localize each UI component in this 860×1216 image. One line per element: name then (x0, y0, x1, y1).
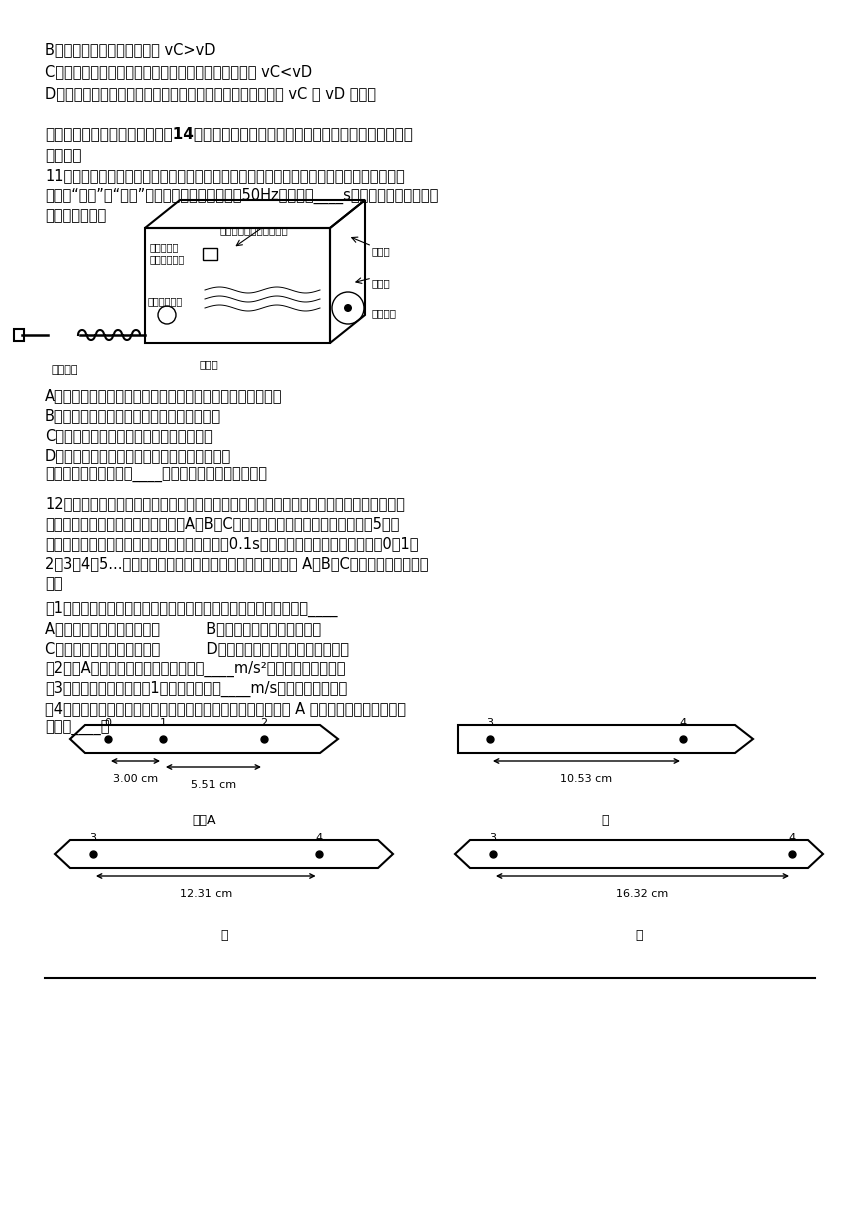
Text: 3.00 cm: 3.00 cm (113, 775, 158, 784)
Text: 取一个计数点，即相邻两计数点间的时间间隔为0.1s，将每条纸带上的计数点都记为0、1、: 取一个计数点，即相邻两计数点间的时间间隔为0.1s，将每条纸带上的计数点都记为0… (45, 536, 419, 551)
Text: 2、3、4、5...，如图甲、乙、丙所示的三段纸带，分别是从 A、B、C三条不同纸带上撞下: 2、3、4、5...，如图甲、乙、丙所示的三段纸带，分别是从 A、B、C三条不同… (45, 556, 428, 572)
Text: A．先接通电源，后释放纸带          B．先释放纸带，后接通电源: A．先接通电源，后释放纸带 B．先释放纸带，后接通电源 (45, 621, 321, 636)
Text: 4: 4 (315, 833, 322, 843)
Text: 3: 3 (487, 717, 494, 728)
Text: 乙: 乙 (220, 929, 228, 942)
Text: 算过程）: 算过程） (45, 148, 82, 163)
Text: （4）甲组成员要求乙组成员在甲、乙、丙三段纸带中，选出从 A 纸带撞下的一段．乙组成: （4）甲组成员要求乙组成员在甲、乙、丙三段纸带中，选出从 A 纸带撞下的一段．乙… (45, 700, 406, 716)
Text: 电源插头: 电源插头 (52, 365, 78, 375)
Text: C．将纸带从墨粉纸盘下面穿过打点计时器: C．将纸带从墨粉纸盘下面穿过打点计时器 (45, 428, 212, 443)
Text: 基本步骤如下：: 基本步骤如下： (45, 208, 107, 223)
Text: 究匀变速直线运动．甲组做完后选取A、B、C三条较为理想的纸带，并在纸带上每5个点: 究匀变速直线运动．甲组做完后选取A、B、C三条较为理想的纸带，并在纸带上每5个点 (45, 516, 399, 531)
Bar (203, 248, 217, 260)
Text: 12.31 cm: 12.31 cm (180, 889, 232, 899)
Text: 3: 3 (489, 833, 496, 843)
Text: 二、实验题（本题共两小题，入14分，把答案填在答题卡中的相应位置上，不要求写出演: 二、实验题（本题共两小题，入14分，把答案填在答题卡中的相应位置上，不要求写出演 (45, 126, 413, 141)
Text: 正脉冲输出: 正脉冲输出 (150, 242, 180, 252)
Text: C．释放纸带的同时接通电源          D．先接通电源或先释放纸带都可以: C．释放纸带的同时接通电源 D．先接通电源或先释放纸带都可以 (45, 641, 349, 655)
Text: 甲: 甲 (602, 814, 609, 827)
Text: 插座（红色）: 插座（红色） (150, 254, 185, 264)
Text: （2）打A纸带时，纸带的加速度大小是____m/s²（保留两位小数）；: （2）打A纸带时，纸带的加速度大小是____m/s²（保留两位小数）； (45, 662, 346, 677)
Text: 上述步骤正确的顺序是____．（按顺序填写步骤编号）: 上述步骤正确的顺序是____．（按顺序填写步骤编号） (45, 468, 267, 483)
Text: 10.53 cm: 10.53 cm (561, 775, 612, 784)
Text: 脉冲输出开关: 脉冲输出开关 (148, 295, 183, 306)
Text: B．将电火花计时器插头插入相应的电源插座: B．将电火花计时器插头插入相应的电源插座 (45, 409, 221, 423)
Text: D．接通开关，听到放电声，立即拖动纸带运动: D．接通开关，听到放电声，立即拖动纸带运动 (45, 447, 231, 463)
Text: 纸盘轴: 纸盘轴 (200, 359, 218, 368)
Text: C．不论物体做匀加速运动，还是做匀减速运动，都有 vC<vD: C．不论物体做匀加速运动，还是做匀减速运动，都有 vC<vD (45, 64, 312, 79)
Text: 的．: 的． (45, 576, 63, 591)
Text: 0: 0 (105, 717, 112, 728)
Text: 员应选____；: 员应选____； (45, 721, 109, 736)
Text: A．当纸带完全通过电火花计时器后，及时关闭电火花计时器: A．当纸带完全通过电火花计时器后，及时关闭电火花计时器 (45, 388, 282, 402)
Text: 负脉冲输出插座（黑色）: 负脉冲输出插座（黑色） (220, 225, 289, 235)
Text: 12．蒏春英才高中课外兴趣小组成员，分甲、乙两组，用打点计时器在不同拉力作用下，探: 12．蒏春英才高中课外兴趣小组成员，分甲、乙两组，用打点计时器在不同拉力作用下，… (45, 496, 405, 511)
Text: 1: 1 (159, 717, 167, 728)
Text: B．若物体做匀减速运动，则 vC>vD: B．若物体做匀减速运动，则 vC>vD (45, 43, 216, 57)
Text: 4: 4 (789, 833, 796, 843)
Text: 11．如图所示是电火花计时器的示意图．电火花计时器和电磁打点计时器一样，工作时使用: 11．如图所示是电火花计时器的示意图．电火花计时器和电磁打点计时器一样，工作时使… (45, 168, 405, 182)
Bar (14, 330, 24, 340)
Text: 2: 2 (261, 717, 267, 728)
Text: D．如果不确定物体做匀加速运动或匀减速运动，则无法比较 vC 和 vD 的大小: D．如果不确定物体做匀加速运动或匀减速运动，则无法比较 vC 和 vD 的大小 (45, 86, 376, 101)
Text: 弹性卡: 弹性卡 (372, 278, 390, 288)
Text: （3）打点计时器打计数点1时纸带的速度为____m/s（保留两位小数）: （3）打点计时器打计数点1时纸带的速度为____m/s（保留两位小数） (45, 681, 347, 697)
Text: 纸带A: 纸带A (193, 814, 216, 827)
Text: 丙: 丙 (636, 929, 642, 942)
Text: 16.32 cm: 16.32 cm (617, 889, 668, 899)
Text: （选填“交流”或“直流”）电源．当电源的频率是50Hz时，每隔____s打一次点．其工作时的: （选填“交流”或“直流”）电源．当电源的频率是50Hz时，每隔____s打一次点… (45, 188, 439, 204)
Text: 墨粉纸盘: 墨粉纸盘 (372, 308, 397, 319)
Text: 压纸条: 压纸条 (372, 246, 390, 257)
Text: 4: 4 (679, 717, 686, 728)
Text: 5.51 cm: 5.51 cm (191, 779, 236, 790)
Circle shape (344, 304, 352, 313)
Text: 3: 3 (89, 833, 96, 843)
Text: （1）接通电源与让释放纸带，这两个操作先后顺序甲组成员应当选____: （1）接通电源与让释放纸带，这两个操作先后顺序甲组成员应当选____ (45, 601, 337, 618)
